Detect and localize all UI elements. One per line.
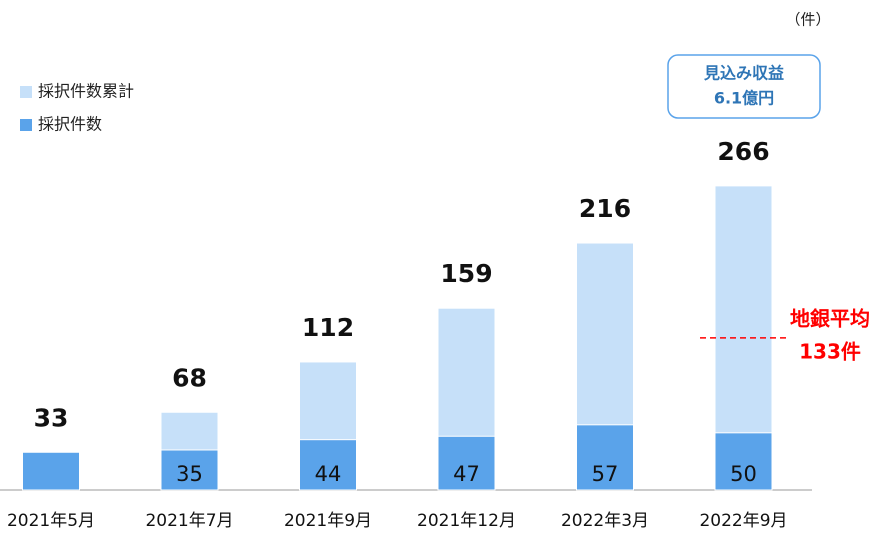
x-tick-label: 2021年12月: [417, 511, 516, 531]
legend-label: 採択件数: [38, 115, 102, 134]
total-label: 216: [579, 194, 631, 223]
x-tick-label: 2021年7月: [145, 511, 233, 531]
total-label: 159: [440, 259, 492, 288]
total-label: 68: [172, 363, 207, 392]
value-label: 47: [453, 462, 480, 486]
callout-text: 6.1億円: [714, 89, 774, 108]
total-label: 33: [34, 403, 69, 432]
value-label: 50: [730, 462, 757, 486]
value-label: 35: [176, 462, 203, 486]
bar: [576, 424, 634, 491]
callout-box: [667, 54, 821, 119]
legend-swatch: [20, 86, 32, 98]
x-tick-label: 2022年3月: [561, 511, 649, 531]
total-label: 112: [302, 313, 354, 342]
bar: [22, 451, 80, 491]
legend-label: 採択件数累計: [38, 82, 134, 101]
x-tick-label: 2021年5月: [7, 511, 95, 531]
bar: [714, 432, 773, 491]
bar: [437, 435, 496, 491]
total-label: 266: [717, 137, 769, 166]
reference-label: 地銀平均: [790, 307, 870, 331]
bar: [160, 449, 219, 491]
bar: [299, 439, 357, 491]
unit-label: （件）: [785, 11, 830, 29]
callout-text: 見込み収益: [703, 64, 784, 83]
x-tick-label: 2022年9月: [699, 511, 787, 531]
legend-swatch: [20, 119, 32, 131]
value-label: 44: [315, 462, 342, 486]
value-label: 57: [592, 462, 619, 486]
x-tick-label: 2021年9月: [284, 511, 372, 531]
reference-label: 133件: [799, 340, 861, 364]
